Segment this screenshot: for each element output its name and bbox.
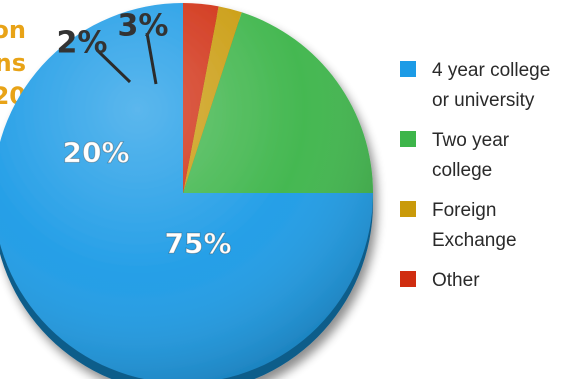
legend-item-four-year: 4 year college or university [400, 56, 560, 116]
slice-foreign-exchange-data-label: 2% [57, 26, 108, 61]
title-line-1: on [0, 16, 26, 44]
legend-label: Other [432, 270, 480, 291]
slice-other-data-label: 3% [118, 9, 169, 44]
slice-foreign-exchange-leader-line [95, 48, 132, 84]
legend-swatch [400, 131, 416, 147]
legend-item-other: Other [400, 266, 560, 296]
slice-four-year-data-label: 75% [164, 227, 231, 260]
legend-label: 4 year college or university [432, 60, 551, 111]
legend-item-two-year: Two year college [400, 126, 560, 186]
legend-swatch [400, 61, 416, 77]
legend: 4 year college or university Two year colle… [400, 56, 560, 296]
legend-label: Two year college [432, 130, 510, 181]
title-line-2: ns [0, 49, 26, 77]
pie-gloss [0, 3, 373, 379]
legend-label: Foreign Exchange [432, 200, 517, 251]
legend-swatch [400, 201, 416, 217]
legend-item-foreign-exchange: Foreign Exchange [400, 196, 560, 256]
slice-other-leader-line [145, 32, 158, 85]
legend-swatch [400, 271, 416, 287]
slice-two-year-data-label: 20% [62, 136, 129, 169]
